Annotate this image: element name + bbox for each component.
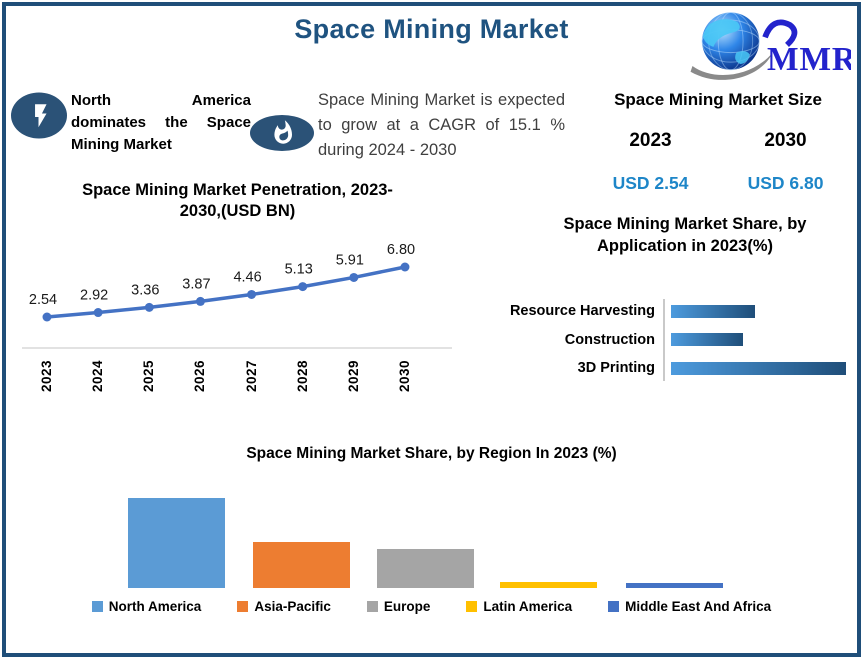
- legend-swatch: [466, 601, 478, 612]
- x-axis-label: 2024: [90, 359, 106, 393]
- region-chart-title: Space Mining Market Share, by Region In …: [246, 445, 617, 462]
- x-axis-label: 2029: [345, 359, 361, 393]
- legend-label: Middle East And Africa: [625, 599, 772, 614]
- region-bar: [500, 582, 597, 588]
- region-legend: North America Asia-Pacific Europe Latin Ame…: [10, 599, 853, 614]
- legend-swatch: [608, 601, 620, 612]
- app-category-label: Resource Harvesting: [509, 303, 655, 320]
- line-series: [45, 265, 407, 319]
- penetration-chart-title: Space Mining Market Penetration, 2023-20…: [82, 181, 393, 221]
- market-size-title: Space Mining Market Size: [614, 90, 822, 109]
- region-bar: [377, 549, 474, 588]
- legend-label: Asia-Pacific: [254, 599, 331, 614]
- dominance-callout-text: North America dominates the Space Mining…: [71, 92, 251, 153]
- app-bar-row: Resource Harvesting: [500, 297, 853, 326]
- region-bar-chart: Space Mining Market Share, by Region In …: [10, 433, 853, 649]
- legend-swatch: [91, 601, 103, 612]
- penetration-line-chart: Space Mining Market Penetration, 2023-20…: [15, 180, 460, 415]
- app-category-label: 3D Printing: [577, 360, 655, 377]
- app-bar: [671, 361, 846, 375]
- data-point-label: 3.36: [131, 282, 159, 298]
- data-point-label: 2.92: [80, 288, 108, 304]
- region-bar: [253, 542, 350, 588]
- legend-label: North America: [108, 599, 202, 614]
- data-point-label: 5.91: [336, 252, 364, 268]
- data-point-marker: [144, 302, 154, 312]
- region-bars: [10, 433, 853, 588]
- lightning-icon: [11, 92, 67, 139]
- legend-item: Asia-Pacific: [237, 599, 331, 614]
- x-axis-labels: 2023 2024 2025 2026 2027 2028 2029 2030: [15, 348, 460, 410]
- legend-swatch: [366, 601, 378, 612]
- legend-item: Middle East And Africa: [608, 599, 771, 614]
- data-point-marker: [93, 308, 103, 318]
- legend-item: North America: [91, 599, 202, 614]
- x-axis-label: 2027: [243, 359, 259, 393]
- x-axis-label: 2026: [192, 359, 208, 393]
- market-size-value-2030: USD 6.80: [747, 173, 824, 193]
- flame-icon: [250, 115, 314, 151]
- data-point-label: 5.13: [285, 262, 313, 278]
- growth-callout-text: Space Mining Market is expected to grow …: [318, 91, 565, 159]
- market-size-year-2030: 2030: [764, 130, 807, 151]
- data-point-marker: [195, 296, 205, 306]
- data-point-marker: [400, 262, 410, 272]
- data-point-marker: [298, 282, 308, 292]
- x-axis-label: 2030: [396, 359, 412, 393]
- market-size-year-2023: 2023: [629, 130, 672, 151]
- region-bar: [128, 498, 225, 588]
- legend-label: Latin America: [483, 599, 573, 614]
- application-chart-title: Space Mining Market Share, by Applicatio…: [563, 215, 807, 256]
- app-category-label: Construction: [564, 331, 655, 348]
- application-bars: Resource Harvesting Construction 3D Printi…: [500, 297, 853, 383]
- app-bar: [671, 304, 755, 318]
- data-point-marker: [42, 312, 52, 322]
- app-bar-row: Construction: [500, 326, 853, 355]
- data-point-label: 2.54: [29, 292, 57, 308]
- penetration-plot: 2.54 2.92 3.36 3.87 4.46 5.13 5.91 6.80: [22, 242, 452, 349]
- x-axis-label: 2023: [39, 359, 54, 393]
- app-bar-row: 3D Printing: [500, 354, 853, 383]
- legend-label: Europe: [383, 599, 431, 614]
- x-axis-label: 2025: [141, 359, 157, 393]
- data-point-label: 3.87: [182, 276, 210, 292]
- logo-text: MMR: [767, 41, 851, 78]
- legend-item: Latin America: [466, 599, 572, 614]
- x-axis-label: 2028: [294, 359, 310, 393]
- data-point-marker: [247, 289, 257, 299]
- app-bar: [671, 333, 744, 347]
- application-bar-chart: Space Mining Market Share, by Applicatio…: [500, 213, 853, 395]
- market-size-value-2023: USD 2.54: [612, 173, 689, 193]
- data-point-label: 4.46: [233, 269, 261, 285]
- page-title: Space Mining Market: [294, 14, 569, 44]
- logo-swoosh: [690, 52, 773, 80]
- mmr-logo: MMR: [690, 12, 851, 80]
- data-point-marker: [349, 272, 359, 282]
- y-axis-line: [663, 299, 665, 381]
- data-point-label: 6.80: [387, 242, 415, 258]
- legend-item: Europe: [366, 599, 431, 614]
- market-size-panel: Space Mining Market Size 2023 2030 USD 2…: [583, 90, 853, 194]
- legend-swatch: [237, 601, 249, 612]
- region-bar: [626, 583, 723, 588]
